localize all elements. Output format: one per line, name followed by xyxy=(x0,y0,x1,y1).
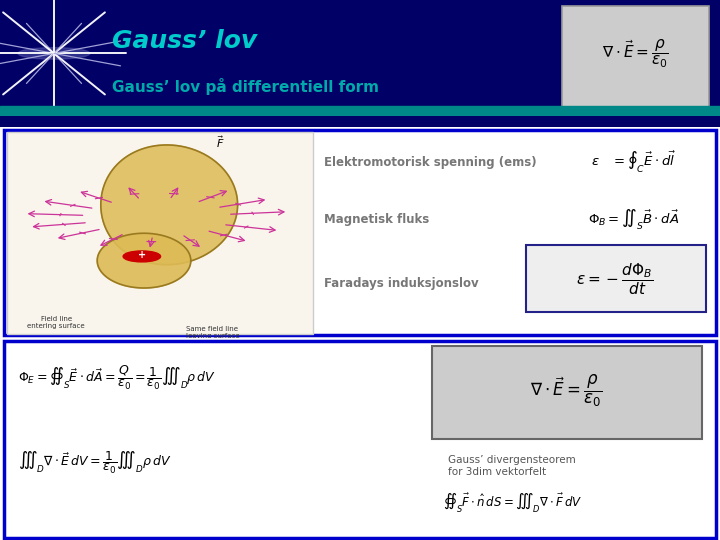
Text: $\nabla \cdot \vec{E} = \dfrac{\rho}{\varepsilon_0}$: $\nabla \cdot \vec{E} = \dfrac{\rho}{\va… xyxy=(530,373,603,409)
Circle shape xyxy=(123,251,161,262)
Text: Elektromotorisk spenning (ems): Elektromotorisk spenning (ems) xyxy=(324,156,536,169)
Text: $\varepsilon \quad = \oint_C \vec{E} \cdot d\vec{l}$: $\varepsilon \quad = \oint_C \vec{E} \cd… xyxy=(591,150,676,176)
Text: Gauss’ lov: Gauss’ lov xyxy=(112,29,257,53)
Bar xyxy=(526,245,706,312)
Text: $\vec{F}$: $\vec{F}$ xyxy=(216,134,225,150)
Text: $\varepsilon = -\dfrac{d\Phi_B}{dt}$: $\varepsilon = -\dfrac{d\Phi_B}{dt}$ xyxy=(576,261,654,296)
Bar xyxy=(432,346,702,438)
Circle shape xyxy=(18,48,90,59)
Polygon shape xyxy=(97,233,191,288)
Text: $\iiint_D \nabla \cdot \vec{E}\,dV = \dfrac{1}{\varepsilon_0} \iiint_D \rho\,dV$: $\iiint_D \nabla \cdot \vec{E}\,dV = \df… xyxy=(18,450,171,476)
Text: $\Phi_E = \oiint_S \vec{E} \cdot d\vec{A} = \dfrac{Q}{\varepsilon_0} = \dfrac{1}: $\Phi_E = \oiint_S \vec{E} \cdot d\vec{A… xyxy=(18,364,216,392)
Text: Field line
entering surface: Field line entering surface xyxy=(27,316,85,329)
Polygon shape xyxy=(101,145,238,265)
Text: $\Phi_B = \iint_S \vec{B} \cdot d\vec{A}$: $\Phi_B = \iint_S \vec{B} \cdot d\vec{A}… xyxy=(588,207,679,232)
Text: Gauss’ lov på differentiell form: Gauss’ lov på differentiell form xyxy=(112,78,379,95)
Bar xyxy=(562,6,709,107)
Text: +: + xyxy=(138,251,146,260)
Bar xyxy=(7,132,313,334)
Text: Gauss’ divergensteorem
for 3dim vektorfelt: Gauss’ divergensteorem for 3dim vektorfe… xyxy=(448,455,575,477)
Text: $\oiint_S \vec{F} \cdot \hat{n}\,dS = \iiint_D \nabla \cdot \vec{F}\,dV$: $\oiint_S \vec{F} \cdot \hat{n}\,dS = \i… xyxy=(443,491,582,516)
Text: Magnetisk fluks: Magnetisk fluks xyxy=(324,213,429,226)
Text: Same field line
leaving surface: Same field line leaving surface xyxy=(186,326,239,339)
Bar xyxy=(0,106,720,116)
Text: $\nabla \cdot \vec{E} = \dfrac{\rho}{\varepsilon_0}$: $\nabla \cdot \vec{E} = \dfrac{\rho}{\va… xyxy=(602,37,668,70)
Text: Faradays induksjonslov: Faradays induksjonslov xyxy=(324,278,479,291)
